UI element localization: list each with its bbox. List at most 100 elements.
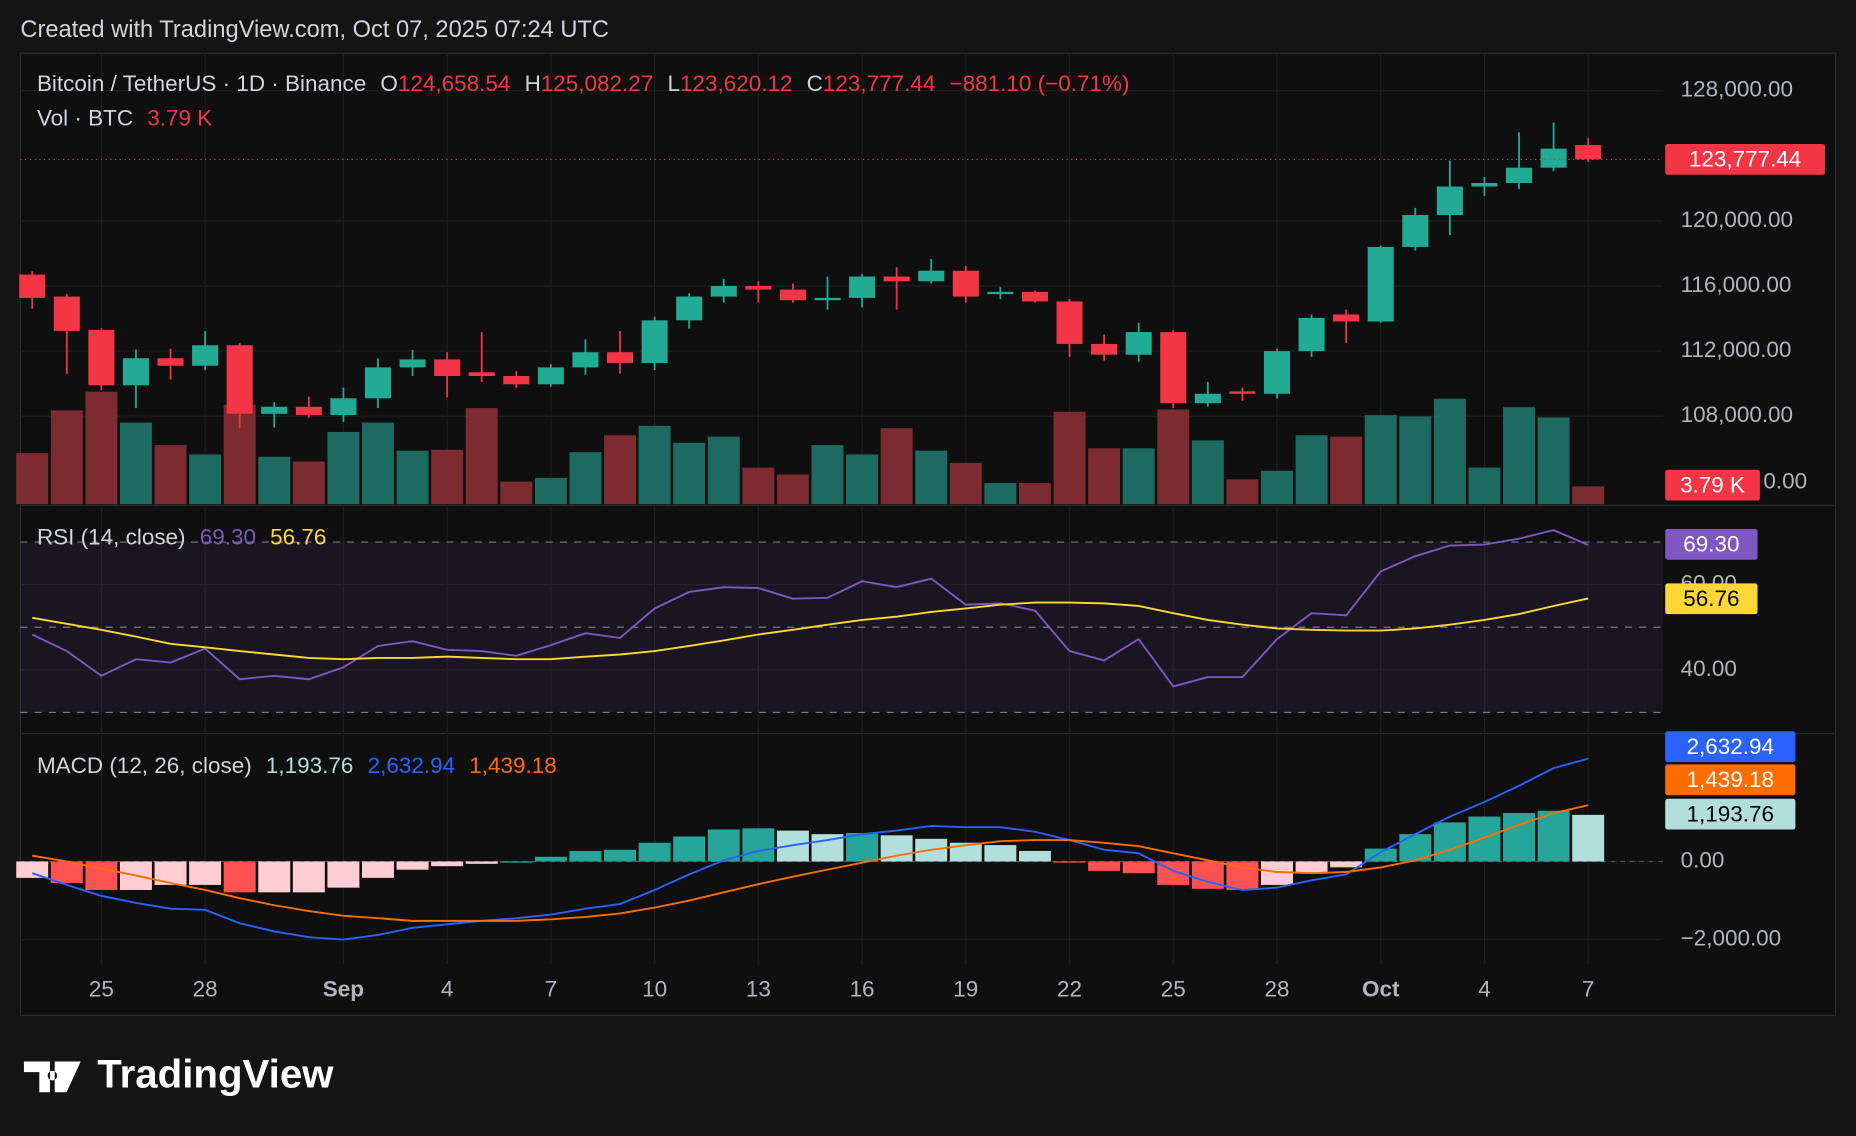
candle-body (122, 358, 149, 386)
candle-body (814, 297, 841, 301)
volume-bar (50, 410, 83, 505)
volume-value: 3.79 K (147, 105, 212, 130)
volume-bar (1537, 417, 1570, 505)
price-tag (1665, 731, 1796, 763)
price-tag (1665, 764, 1796, 796)
candle-body (883, 276, 910, 282)
volume-bar (776, 474, 809, 505)
candle-body (918, 270, 945, 282)
candle-body (849, 276, 876, 298)
candle-body (1575, 145, 1602, 160)
candle-body (261, 406, 288, 414)
price-tag-label: 123,777.44 (1689, 147, 1801, 172)
candle-body (434, 359, 461, 377)
volume-bar (1191, 440, 1224, 505)
price-tag-label: 2,632.94 (1687, 734, 1774, 759)
histogram-bar (292, 861, 325, 893)
histogram-bar (1122, 861, 1155, 874)
candle-body (192, 345, 219, 366)
candle-body (364, 367, 392, 399)
candle-body (676, 296, 703, 321)
x-tick-label: 28 (193, 976, 218, 1001)
rsi-line (32, 597, 1589, 661)
histogram-bar (1330, 861, 1363, 868)
candle-body (1263, 351, 1291, 394)
histogram-bar (707, 829, 740, 862)
volume-bar (707, 436, 740, 505)
candle-body (1367, 246, 1394, 322)
volume-bar (673, 442, 706, 505)
histogram-bar (742, 828, 775, 862)
price-tag (1665, 583, 1758, 615)
candle-body (1333, 314, 1360, 322)
x-tick-label: 22 (1057, 976, 1082, 1001)
volume-bar (811, 445, 844, 505)
candle-body (1436, 186, 1463, 216)
x-tick-label: 10 (642, 976, 667, 1001)
candle-body (779, 289, 806, 301)
histogram-bar (500, 861, 533, 863)
volume-bar (1330, 436, 1363, 505)
histogram-bar (569, 850, 602, 862)
candle-body (330, 398, 357, 416)
price-tag (1665, 528, 1758, 560)
volume-bar (1433, 398, 1466, 505)
histogram-bar (534, 856, 567, 862)
legend-value: 56.76 (270, 524, 326, 549)
volume-bar (465, 408, 498, 505)
candle-body (1194, 393, 1221, 404)
price-tag-label: 1,193.76 (1687, 801, 1774, 826)
candle-body (745, 285, 772, 290)
y-tick-label: 108,000.00 (1681, 402, 1793, 427)
volume-name: Vol · BTC (37, 105, 133, 130)
histogram-bar (1226, 861, 1259, 890)
x-tick-label: 13 (746, 976, 771, 1001)
x-tick-label: 28 (1264, 976, 1289, 1001)
candle-body (1021, 291, 1048, 302)
volume-bar (1226, 479, 1259, 505)
histogram-bar (396, 861, 429, 870)
legend-change: −881.10 (−0.71%) (950, 71, 1130, 96)
labels: 25 28 Sep 4 7 10 13 16 19 22 25 28 Oct 4 7 108,000.00 11… (37, 71, 1825, 1001)
histogram-bar (1433, 822, 1466, 862)
volume-bar (638, 425, 671, 505)
legend-value: 1,439.18 (469, 753, 556, 778)
price-tag-label: 3.79 K (1680, 472, 1745, 497)
macd-line (32, 804, 1589, 922)
legend-key: H (525, 71, 541, 96)
histogram-bar (327, 861, 360, 888)
legend-value: 2,632.94 (368, 753, 455, 778)
legend-value: 123,777.44 (823, 71, 935, 96)
candle-body (641, 320, 668, 363)
histogram-bar (465, 861, 498, 864)
x-tick-label: 7 (1582, 976, 1595, 1001)
rsi-line (31, 529, 1589, 688)
legend-title: MACD (12, 26, close) (37, 753, 252, 778)
candle-body (1298, 317, 1325, 352)
candle-body (399, 359, 426, 368)
logo-icon (23, 1061, 81, 1093)
volume-bar (327, 431, 360, 505)
volume-bar (119, 422, 152, 505)
candle-body (226, 345, 253, 414)
price-tag-label: 56.76 (1683, 586, 1739, 611)
y-tick-label: 0.00 (1681, 847, 1725, 872)
y-tick-label: 40.00 (1681, 656, 1737, 681)
candle-body (19, 274, 46, 298)
x-tick-label: Oct (1362, 976, 1400, 1001)
volume-bar (292, 461, 325, 505)
candle-body (295, 406, 322, 416)
price-tag (1665, 469, 1760, 501)
volume-bar (396, 450, 429, 505)
volume-tick-label: 0.00 (1763, 469, 1807, 494)
candle-body (572, 352, 599, 368)
volume-bar (16, 453, 49, 505)
candle-body (1229, 391, 1256, 394)
histogram-bar (223, 861, 256, 893)
histogram-bar (1018, 850, 1051, 862)
volume-bar (534, 477, 567, 505)
candle-body (607, 352, 634, 363)
candle-body (1402, 215, 1429, 247)
volume-bar (500, 481, 533, 505)
